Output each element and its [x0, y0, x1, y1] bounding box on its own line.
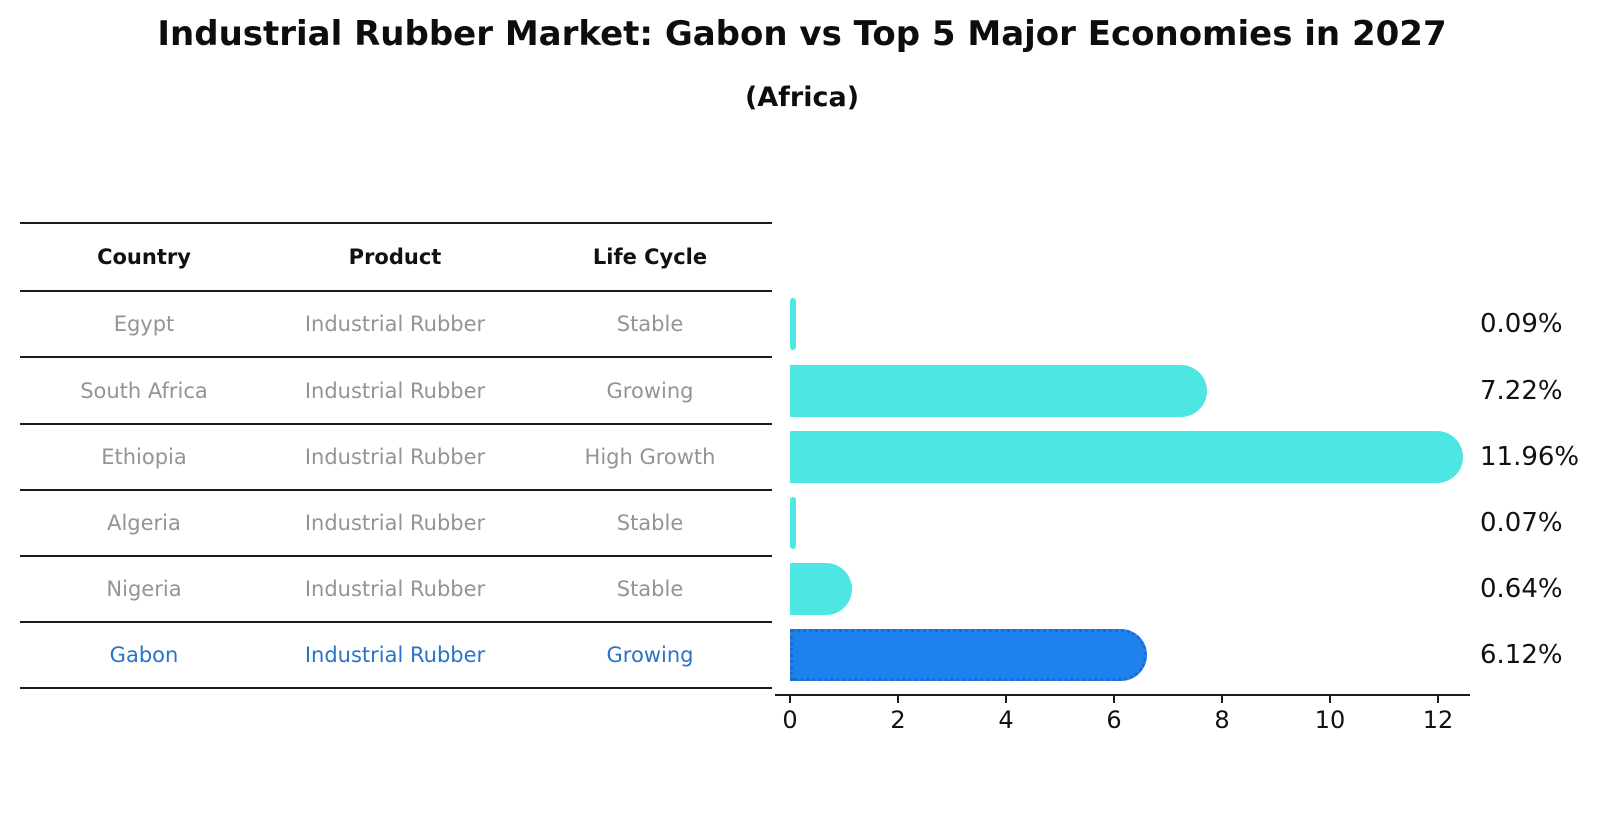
bar [790, 298, 796, 350]
chart-title: Industrial Rubber Market: Gabon vs Top 5… [157, 14, 1447, 54]
x-axis-tick-label: 2 [890, 706, 906, 734]
chart-subtitle: (Africa) [744, 82, 860, 113]
x-axis-tick [1113, 694, 1115, 703]
table-divider [20, 555, 772, 557]
x-axis-tick [789, 694, 791, 703]
x-axis-tick-label: 6 [1106, 706, 1122, 734]
value-label: 6.12% [1480, 640, 1563, 670]
bar [790, 497, 796, 549]
bar [790, 364, 1207, 417]
x-axis-tick [1221, 694, 1223, 703]
x-axis-tick-label: 8 [1214, 706, 1230, 734]
lifecycle-cell: Growing [606, 378, 694, 403]
bar-highlight [790, 629, 1148, 681]
product-cell: Industrial Rubber [304, 577, 486, 601]
lifecycle-cell: Stable [616, 511, 684, 535]
x-axis-tick-label: 10 [1314, 706, 1346, 734]
product-cell: Industrial Rubber [304, 511, 486, 535]
product-cell: Industrial Rubber [304, 643, 486, 667]
x-axis-tick-label: 4 [998, 706, 1014, 734]
country-cell: Egypt [113, 312, 175, 336]
bar [790, 563, 852, 615]
table-divider [20, 222, 772, 224]
product-cell: Industrial Rubber [304, 445, 486, 469]
value-label: 0.07% [1480, 508, 1563, 538]
table-divider [20, 290, 772, 292]
table-divider [20, 621, 772, 623]
value-label: 7.22% [1480, 375, 1563, 406]
table-divider [20, 423, 772, 425]
lifecycle-cell: Growing [606, 643, 694, 667]
table-divider [20, 687, 772, 689]
country-cell: South Africa [80, 378, 208, 403]
x-axis-tick [1005, 694, 1007, 703]
col-header-product: Product [348, 245, 442, 269]
lifecycle-cell: Stable [616, 577, 684, 601]
x-axis-tick [897, 694, 899, 703]
country-cell: Nigeria [106, 577, 182, 601]
col-header-lifecycle: Life Cycle [592, 245, 708, 269]
table-divider [20, 489, 772, 491]
lifecycle-cell: Stable [616, 312, 684, 336]
country-cell: Algeria [107, 511, 181, 535]
x-axis-tick [1437, 694, 1439, 703]
col-header-country: Country [97, 245, 191, 269]
lifecycle-cell: High Growth [584, 445, 716, 469]
table-divider [20, 356, 772, 358]
country-cell: Gabon [109, 643, 179, 667]
value-label: 0.09% [1480, 309, 1563, 339]
bar [790, 431, 1463, 483]
product-cell: Industrial Rubber [304, 312, 486, 336]
x-axis-tick-label: 0 [782, 706, 798, 734]
product-cell: Industrial Rubber [304, 378, 486, 403]
country-cell: Ethiopia [101, 445, 187, 469]
x-axis-line [775, 694, 1470, 696]
value-label: 0.64% [1480, 574, 1563, 604]
x-axis-tick [1329, 694, 1331, 703]
value-label: 11.96% [1480, 442, 1580, 472]
x-axis-tick-label: 12 [1422, 706, 1454, 734]
